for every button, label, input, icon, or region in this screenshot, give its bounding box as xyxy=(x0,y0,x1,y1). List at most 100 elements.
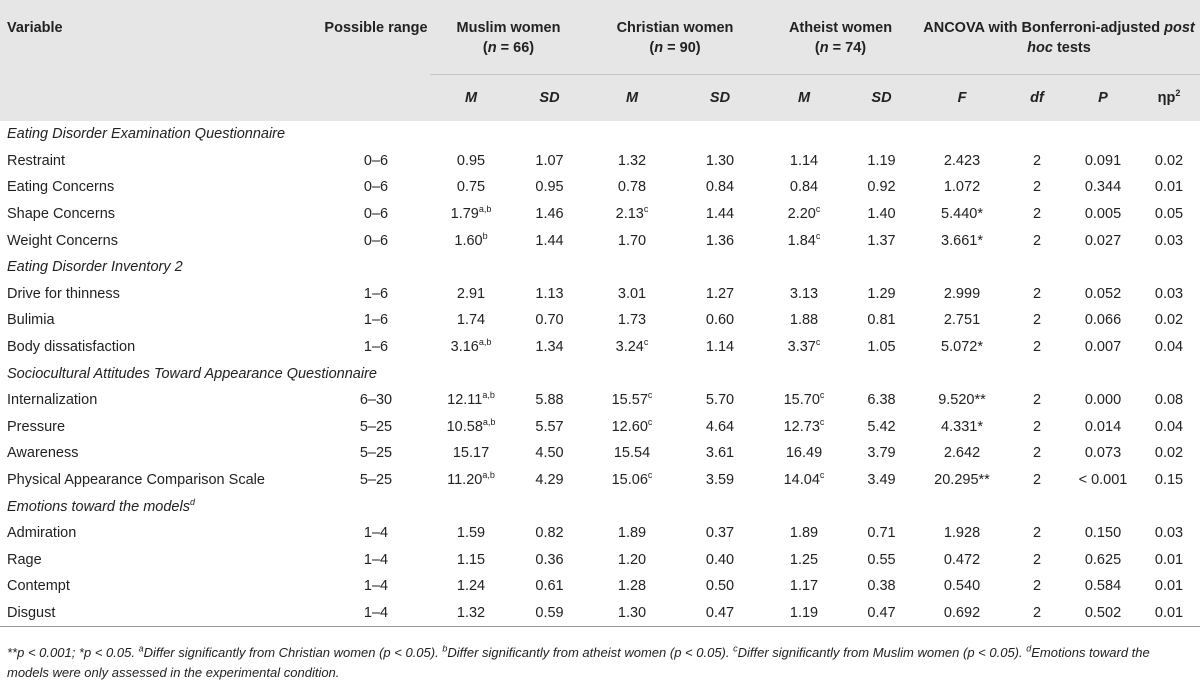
table-row: Restraint 0–6 0.95 1.07 1.32 1.30 1.14 1.19 2.42… xyxy=(0,148,1200,175)
cell-mean: 1.89 xyxy=(789,525,819,542)
cell-mean: 0.84 xyxy=(789,179,819,196)
cell-sd: 4.64 xyxy=(705,418,735,435)
table-row: Bulimia 1–6 1.74 0.70 1.73 0.60 1.88 0.81 2.751 2… xyxy=(0,307,1200,334)
cell-sd: 0.38 xyxy=(867,578,896,595)
table-row: Pressure 5–25 10.58a,b 5.57 12.60c 4.64 12.73c… xyxy=(0,414,1200,441)
subheader-cell: SD xyxy=(512,74,587,121)
cell-variable: Weight Concerns xyxy=(7,232,118,249)
cell-f: 4.331* xyxy=(941,418,983,435)
table-row: Shape Concerns 0–6 1.79a,b 1.46 2.13c 1.44 2.2… xyxy=(0,201,1200,228)
cell-mean: 1.84c xyxy=(787,230,821,249)
cell-sd: 0.71 xyxy=(867,525,896,542)
header-row: Variable Possible range Muslim women (n =… xyxy=(0,0,1200,121)
cell-f: 2.423 xyxy=(943,152,981,169)
cell-p: 0.027 xyxy=(1084,232,1122,249)
cell-sd: 1.19 xyxy=(867,152,896,169)
cell-eta: 0.02 xyxy=(1154,312,1184,329)
section-title: Eating Disorder Examination Questionnair… xyxy=(7,126,286,143)
subheader-cell: df xyxy=(1006,74,1068,121)
cell-eta: 0.03 xyxy=(1154,285,1184,302)
cell-range: 1–6 xyxy=(363,339,389,356)
cell-mean: 1.32 xyxy=(617,152,647,169)
cell-f: 0.692 xyxy=(918,599,1006,628)
cell-p: < 0.001 xyxy=(1078,472,1128,489)
cell-mean: 1.24 xyxy=(456,578,486,595)
cell-eta: 0.02 xyxy=(1154,152,1184,169)
cell-sd: 5.70 xyxy=(705,392,735,409)
subheader-cell: M xyxy=(430,74,512,121)
cell-mean: 1.25 xyxy=(789,551,819,568)
cell-mean: 0.75 xyxy=(456,179,486,196)
cell-mean: 11.20a,b xyxy=(447,470,495,489)
cell-f: 1.072 xyxy=(943,179,981,196)
cell-eta: 0.01 xyxy=(1154,551,1184,568)
cell-eta: 0.01 xyxy=(1154,578,1184,595)
cell-mean: 12.11a,b xyxy=(447,390,495,409)
cell-mean: 1.73 xyxy=(617,312,647,329)
cell-mean: 3.13 xyxy=(789,285,819,302)
table-row: Rage 1–4 1.15 0.36 1.20 0.40 1.25 0.55 0.472 2 0.6… xyxy=(0,547,1200,574)
cell-mean: 16.49 xyxy=(785,445,823,462)
cell-mean: 1.70 xyxy=(617,232,647,249)
cell-sd: 5.42 xyxy=(867,418,896,435)
cell-variable: Awareness xyxy=(7,445,79,462)
cell-mean: 15.54 xyxy=(613,445,651,462)
cell-df: 2 xyxy=(1032,392,1042,409)
cell-df: 2 xyxy=(1032,206,1042,223)
cell-f: 2.999 xyxy=(943,285,981,302)
cell-range: 5–25 xyxy=(359,445,393,462)
header-atheist: Atheist women (n = 74) xyxy=(763,0,918,75)
cell-mean: 15.70c xyxy=(783,390,825,409)
cell-mean: 15.57c xyxy=(611,390,653,409)
cell-eta: 0.08 xyxy=(1154,392,1184,409)
cell-eta: 0.03 xyxy=(1154,232,1184,249)
subheader-cell: P xyxy=(1068,74,1138,121)
cell-mean: 15.06c xyxy=(611,470,653,489)
cell-sd: 1.14 xyxy=(705,339,735,356)
cell-mean: 1.59 xyxy=(456,525,486,542)
cell-sd: 0.60 xyxy=(705,312,735,329)
cell-range: 1–4 xyxy=(363,578,389,595)
cell-mean: 1.74 xyxy=(456,312,486,329)
cell-f: 20.295** xyxy=(934,472,990,489)
cell-sd: 1.46 xyxy=(535,206,564,223)
cell-sd: 4.29 xyxy=(535,472,564,489)
cell-eta: 0.01 xyxy=(1138,599,1200,628)
cell-sd: 0.36 xyxy=(535,551,564,568)
cell-sd: 0.37 xyxy=(705,525,735,542)
cell-f: 5.440* xyxy=(941,206,983,223)
cell-eta: 0.05 xyxy=(1154,206,1184,223)
cell-range: 0–6 xyxy=(363,152,389,169)
cell-eta: 0.02 xyxy=(1154,445,1184,462)
cell-mean: 1.60b xyxy=(454,230,488,249)
cell-f: 3.661* xyxy=(941,232,983,249)
cell-variable: Drive for thinness xyxy=(7,285,120,302)
cell-range: 1–6 xyxy=(363,285,389,302)
cell-mean: 14.04c xyxy=(783,470,825,489)
cell-f: 1.928 xyxy=(943,525,981,542)
cell-range: 1–4 xyxy=(363,551,389,568)
table-row: Body dissatisfaction 1–6 3.16a,b 1.34 3.24c 1… xyxy=(0,334,1200,361)
cell-sd: 0.70 xyxy=(535,312,564,329)
table-row: Weight Concerns 0–6 1.60b 1.44 1.70 1.36 1.84c… xyxy=(0,227,1200,254)
cell-df: 2 xyxy=(1032,232,1042,249)
cell-df: 2 xyxy=(1032,179,1042,196)
cell-p: 0.014 xyxy=(1084,418,1122,435)
cell-df: 2 xyxy=(1032,578,1042,595)
cell-f: 2.751 xyxy=(943,312,981,329)
cell-sd: 3.59 xyxy=(705,472,735,489)
cell-sd: 4.50 xyxy=(535,445,564,462)
cell-p: 0.052 xyxy=(1084,285,1122,302)
cell-sd: 0.55 xyxy=(867,551,896,568)
cell-p: 0.502 xyxy=(1068,599,1138,628)
cell-variable: Bulimia xyxy=(7,312,55,329)
cell-variable: Contempt xyxy=(7,578,70,595)
cell-mean: 1.15 xyxy=(456,551,486,568)
cell-range: 5–25 xyxy=(359,418,393,435)
cell-p: 0.584 xyxy=(1084,578,1122,595)
cell-sd: 0.50 xyxy=(705,578,735,595)
subheader-cell: M xyxy=(587,74,677,121)
cell-p: 0.091 xyxy=(1084,152,1122,169)
